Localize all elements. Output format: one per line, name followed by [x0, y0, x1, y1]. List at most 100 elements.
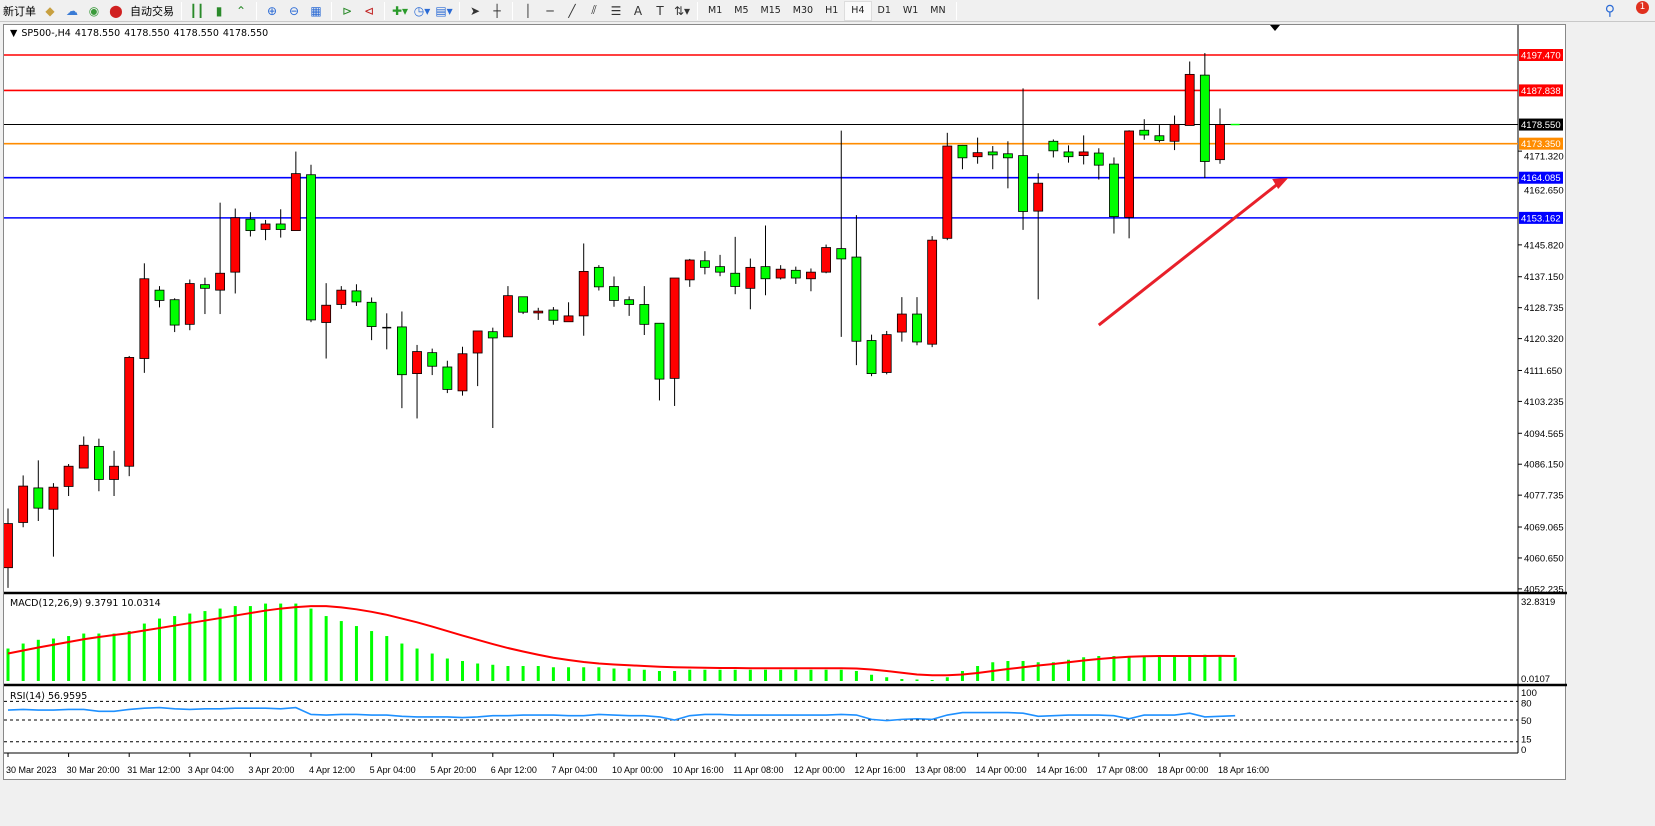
macd-bar	[127, 631, 131, 681]
candle-body	[139, 278, 150, 359]
candle-body	[457, 353, 468, 392]
price-label-box	[1519, 118, 1563, 131]
candle-body	[1018, 155, 1028, 212]
crosshair-icon[interactable]: ┼	[493, 3, 501, 18]
macd-bar	[915, 679, 919, 681]
chart-canvas[interactable]: 4171.320 4162.650 4145.820 4137.150 4128.735…	[4, 25, 1567, 781]
text-label-icon[interactable]: T	[656, 3, 664, 18]
rsi-line	[7, 706, 1236, 722]
candle-body	[836, 248, 847, 260]
candle-body	[578, 271, 589, 317]
macd-bar	[430, 653, 434, 681]
macd-bar	[67, 636, 71, 681]
macd-bar	[779, 669, 783, 681]
zoom-out-icon[interactable]: ⊖	[288, 3, 300, 18]
candle-body	[1169, 123, 1180, 142]
tile-windows-icon[interactable]: ▦	[310, 3, 322, 18]
macd-bar	[1173, 656, 1177, 681]
auto-trading-icon[interactable]: ⬤	[109, 3, 123, 18]
macd-bar	[1188, 656, 1192, 681]
bar-chart-icon[interactable]: ┃┃	[189, 3, 205, 18]
macd-bar	[960, 671, 964, 681]
new-order-button[interactable]: 新订单	[3, 4, 36, 18]
price-tick-label: 4171.320	[1524, 152, 1564, 163]
candle-body	[821, 247, 831, 273]
candle-body	[472, 330, 483, 354]
trendline-icon[interactable]: ╱	[568, 3, 576, 18]
cloud-icon[interactable]: ☁	[66, 3, 78, 18]
candle-body	[745, 266, 756, 289]
templates-icon[interactable]: ▤▾	[435, 3, 453, 18]
candle-body	[1078, 151, 1089, 157]
macd-bar	[461, 661, 464, 681]
timeframe-d1[interactable]: D1	[877, 5, 891, 16]
price-label: 4153.162	[1521, 213, 1561, 224]
candle-body	[290, 173, 301, 232]
macd-bar	[824, 669, 828, 681]
search-icon[interactable]: ⚲	[1604, 3, 1615, 19]
candlestick-chart-icon[interactable]: ▮	[215, 3, 223, 18]
line-chart-icon[interactable]: ⌃	[235, 3, 247, 18]
trend-arrow-head	[1272, 178, 1289, 190]
macd-bar	[491, 664, 495, 681]
macd-label: MACD(12,26,9) 9.3791 10.0314	[10, 598, 161, 609]
rsi-tick-label: 0	[1521, 745, 1526, 756]
macd-bar	[930, 680, 934, 681]
zoom-in-icon[interactable]: ⊕	[266, 3, 278, 18]
macd-bar	[1233, 657, 1237, 681]
history-center-icon[interactable]: ◆	[45, 3, 55, 18]
cursor-icon[interactable]: ➤	[469, 3, 481, 18]
macd-bar	[6, 648, 10, 681]
candle-body	[1184, 73, 1195, 126]
macd-bar	[264, 603, 268, 681]
chart-window[interactable]: 4171.320 4162.650 4145.820 4137.150 4128.735…	[3, 24, 1567, 781]
candle-body	[230, 217, 241, 273]
equidistant-channel-icon[interactable]: ⫽	[591, 3, 597, 17]
candle-body	[669, 277, 680, 379]
chart-shift-icon[interactable]: ⊲	[363, 3, 375, 18]
signal-icon[interactable]: ◉	[88, 3, 100, 18]
candle-body	[396, 326, 407, 376]
macd-bar	[809, 669, 813, 681]
time-tick-label: 18 Apr 16:00	[1218, 765, 1269, 775]
timeframe-m1[interactable]: M1	[708, 5, 723, 16]
collapse-icon[interactable]: ▼	[10, 28, 18, 39]
timeframe-mn[interactable]: MN	[930, 5, 946, 16]
timeframe-m30[interactable]: M30	[792, 5, 814, 16]
notifications-button[interactable]: 1	[1629, 1, 1649, 20]
divider	[331, 1, 332, 20]
candle-body	[957, 144, 968, 159]
candle-body	[912, 313, 922, 343]
timeframe-m5[interactable]: M5	[734, 5, 749, 16]
macd-bar	[1097, 656, 1101, 681]
time-tick-label: 12 Apr 00:00	[794, 765, 845, 775]
indicators-icon[interactable]: ✚▾	[391, 3, 409, 18]
macd-signal-line	[7, 605, 1236, 677]
price-label-box	[1519, 137, 1563, 150]
fibonacci-icon[interactable]: ☰	[610, 3, 622, 18]
price-tick-label: 4086.150	[1524, 460, 1564, 471]
price-label: 4178.550	[1521, 120, 1561, 131]
chart-title: ▼ SP500-,H4 4178.550 4178.550 4178.550 4…	[10, 28, 268, 39]
auto-trading-button[interactable]: 自动交易	[130, 4, 174, 18]
candle-body	[927, 239, 938, 345]
macd-bar	[597, 667, 601, 681]
vertical-line-icon[interactable]: │	[524, 3, 532, 18]
timeframe-h1[interactable]: H1	[825, 5, 839, 16]
candle-body	[730, 272, 741, 287]
timeframe-m15[interactable]: M15	[760, 5, 781, 16]
candle-body	[715, 266, 725, 273]
periods-icon[interactable]: ◷▾	[413, 3, 431, 18]
arrows-icon[interactable]: ⇅▾	[673, 3, 691, 18]
candle-body	[260, 223, 271, 230]
timeframe-h4[interactable]: H4	[844, 0, 872, 21]
macd-bar	[764, 669, 767, 681]
timeframe-w1[interactable]: W1	[902, 5, 919, 16]
horizontal-line-icon[interactable]: ─	[546, 3, 554, 18]
text-icon[interactable]: A	[633, 3, 643, 18]
auto-scroll-icon[interactable]: ⊳	[341, 3, 353, 18]
macd-bar	[657, 671, 661, 681]
macd-bar	[1051, 662, 1055, 681]
candle-body	[306, 174, 316, 321]
candle-body	[321, 304, 332, 323]
